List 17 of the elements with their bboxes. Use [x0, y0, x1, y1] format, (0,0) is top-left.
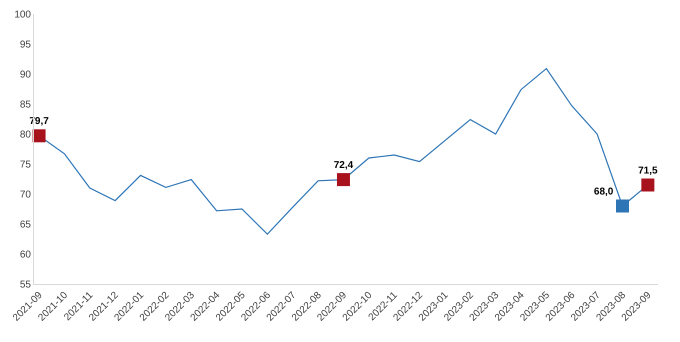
y-tick-label: 85 — [20, 100, 32, 110]
y-tick-label: 75 — [20, 160, 32, 170]
point — [32, 129, 46, 142]
point — [616, 200, 629, 212]
y-tick-label: 60 — [20, 250, 32, 260]
point — [336, 173, 350, 186]
y-tick-label: 55 — [20, 280, 32, 290]
y-tick-label: 65 — [20, 220, 32, 230]
y-tick-label: 95 — [20, 40, 32, 50]
point — [641, 178, 654, 192]
data-label: 71,5 — [638, 165, 658, 176]
data-label: 72,4 — [334, 160, 354, 171]
y-tick-label: 90 — [20, 70, 32, 80]
y-tick-label: 80 — [20, 130, 32, 140]
y-tick-label: 70 — [20, 190, 32, 200]
y-tick-label: 100 — [14, 10, 32, 20]
data-label: 68,0 — [594, 186, 614, 198]
